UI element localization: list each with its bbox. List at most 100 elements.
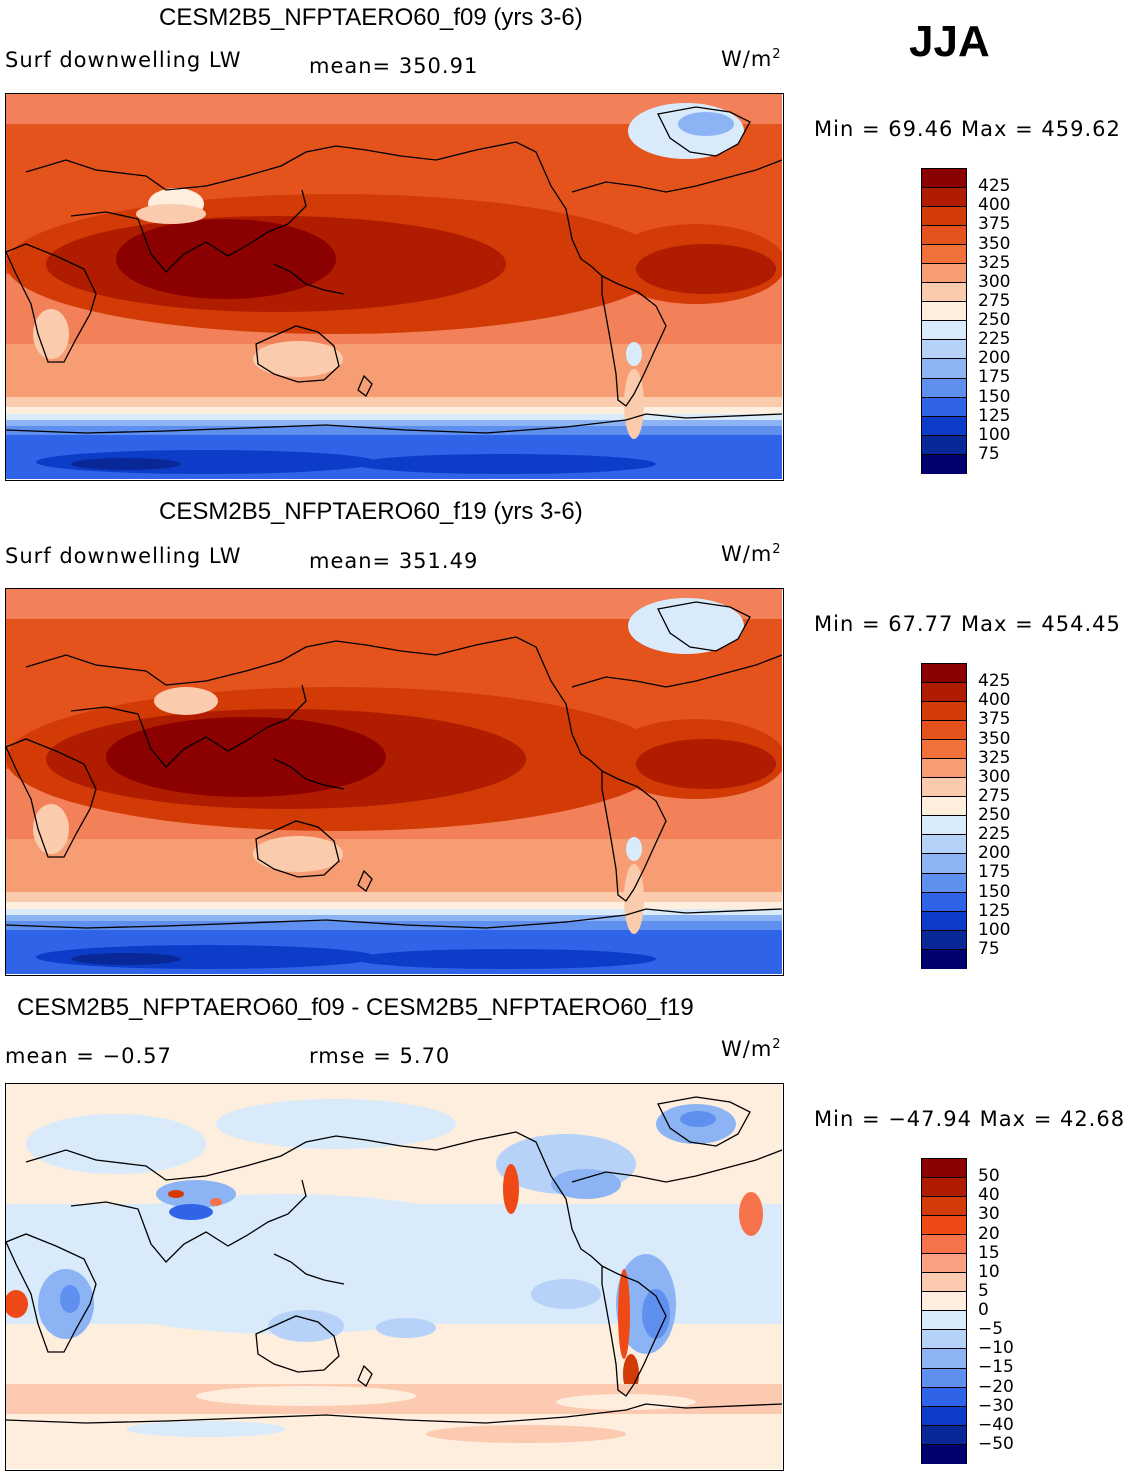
colorbar-tick-label: −5 — [978, 1319, 1004, 1340]
colorbar-swatch — [922, 340, 966, 360]
colorbar-swatch — [922, 1425, 966, 1445]
colorbar-swatch — [922, 1368, 966, 1388]
colorbar-swatch — [922, 1235, 966, 1255]
colorbar-tick-label: 20 — [978, 1223, 1000, 1244]
colorbar-tick-label: 5 — [978, 1280, 989, 1301]
colorbar-tick-label: −40 — [978, 1414, 1014, 1435]
colorbar-swatch — [922, 1330, 966, 1350]
panel2-colorbar — [921, 663, 967, 969]
colorbar-swatch — [922, 1349, 966, 1369]
panel1-minmax: Min = 69.46 Max = 459.62 — [814, 117, 1121, 141]
colorbar-tick-label: 325 — [978, 747, 1011, 768]
colorbar-swatch — [922, 1311, 966, 1331]
colorbar-tick-label: 75 — [978, 938, 1000, 959]
colorbar-tick-label: 125 — [978, 900, 1011, 921]
panel1-units: W/m2 — [721, 47, 782, 71]
colorbar-swatch — [922, 169, 966, 189]
colorbar-tick-label: 125 — [978, 405, 1011, 426]
colorbar-tick-label: 0 — [978, 1300, 989, 1320]
colorbar-swatch — [922, 835, 966, 855]
colorbar-swatch — [922, 245, 966, 265]
panel3-colorbar — [921, 1158, 967, 1464]
colorbar-tick-label: 200 — [978, 348, 1011, 369]
panel2-variable-label: Surf downwelling LW — [5, 544, 242, 568]
colorbar-swatch — [922, 892, 966, 912]
panel3-map — [5, 1083, 784, 1471]
panel3-minmax: Min = −47.94 Max = 42.68 — [814, 1107, 1126, 1131]
colorbar-tick-label: 400 — [978, 690, 1011, 711]
colorbar-swatch — [922, 1216, 966, 1236]
colorbar-tick-label: 350 — [978, 233, 1011, 254]
colorbar-swatch — [922, 759, 966, 779]
panel1-map — [5, 93, 784, 481]
colorbar-swatch — [922, 683, 966, 703]
colorbar-swatch — [922, 283, 966, 303]
colorbar-swatch — [922, 378, 966, 398]
colorbar-tick-label: 275 — [978, 290, 1011, 311]
colorbar-tick-label: 50 — [978, 1166, 1000, 1187]
colorbar-tick-label: 10 — [978, 1261, 1000, 1282]
panel2-minmax: Min = 67.77 Max = 454.45 — [814, 612, 1121, 636]
panel2-units: W/m2 — [721, 542, 782, 566]
colorbar-tick-label: 250 — [978, 805, 1011, 825]
colorbar-tick-label: 425 — [978, 176, 1011, 197]
colorbar-tick-label: −10 — [978, 1338, 1014, 1359]
colorbar-swatch — [922, 702, 966, 722]
colorbar-swatch — [922, 1292, 966, 1312]
colorbar-swatch — [922, 359, 966, 379]
colorbar-swatch — [922, 778, 966, 798]
colorbar-tick-label: 375 — [978, 214, 1011, 235]
colorbar-tick-label: 100 — [978, 919, 1011, 940]
colorbar-tick-label: 150 — [978, 386, 1011, 407]
colorbar-tick-label: 40 — [978, 1185, 1000, 1206]
colorbar-tick-label: 400 — [978, 195, 1011, 216]
panel1-mean-label: mean= 350.91 — [309, 54, 479, 78]
panel3-mean-label: mean = −0.57 — [5, 1044, 172, 1068]
colorbar-swatch — [922, 454, 966, 474]
colorbar-swatch — [922, 949, 966, 969]
colorbar-swatch — [922, 664, 966, 684]
colorbar-swatch — [922, 1197, 966, 1217]
colorbar-tick-label: 15 — [978, 1242, 1000, 1263]
colorbar-swatch — [922, 1254, 966, 1274]
colorbar-tick-label: −30 — [978, 1395, 1014, 1416]
colorbar-swatch — [922, 816, 966, 836]
colorbar-swatch — [922, 911, 966, 931]
colorbar-tick-label: 175 — [978, 367, 1011, 388]
colorbar-swatch — [922, 207, 966, 227]
colorbar-tick-label: −50 — [978, 1433, 1014, 1454]
colorbar-tick-label: 275 — [978, 785, 1011, 806]
colorbar-tick-label: 350 — [978, 728, 1011, 749]
colorbar-tick-label: −20 — [978, 1376, 1014, 1397]
panel1-colorbar — [921, 168, 967, 474]
colorbar-swatch — [922, 797, 966, 817]
panel3-units: W/m2 — [721, 1037, 782, 1061]
colorbar-tick-label: 325 — [978, 252, 1011, 273]
colorbar-tick-label: 150 — [978, 881, 1011, 902]
colorbar-swatch — [922, 321, 966, 341]
colorbar-swatch — [922, 435, 966, 455]
colorbar-swatch — [922, 1273, 966, 1293]
colorbar-swatch — [922, 1178, 966, 1198]
colorbar-tick-label: 30 — [978, 1204, 1000, 1225]
colorbar-swatch — [922, 264, 966, 284]
colorbar-swatch — [922, 397, 966, 417]
colorbar-tick-label: 300 — [978, 271, 1011, 292]
colorbar-tick-label: 250 — [978, 310, 1011, 330]
colorbar-swatch — [922, 740, 966, 760]
colorbar-swatch — [922, 1406, 966, 1426]
colorbar-tick-label: 175 — [978, 862, 1011, 883]
colorbar-tick-label: 200 — [978, 843, 1011, 864]
colorbar-tick-label: 375 — [978, 709, 1011, 730]
colorbar-swatch — [922, 302, 966, 322]
colorbar-swatch — [922, 1387, 966, 1407]
colorbar-swatch — [922, 188, 966, 208]
colorbar-tick-label: 100 — [978, 424, 1011, 445]
panel1-title: CESM2B5_NFPTAERO60_f09 (yrs 3-6) — [159, 4, 583, 31]
panel3-title: CESM2B5_NFPTAERO60_f09 - CESM2B5_NFPTAER… — [17, 994, 694, 1021]
season-label: JJA — [909, 17, 990, 66]
colorbar-tick-label: 225 — [978, 824, 1011, 845]
panel2-title: CESM2B5_NFPTAERO60_f19 (yrs 3-6) — [159, 498, 583, 525]
panel1-variable-label: Surf downwelling LW — [5, 48, 242, 72]
panel2-map — [5, 588, 784, 976]
